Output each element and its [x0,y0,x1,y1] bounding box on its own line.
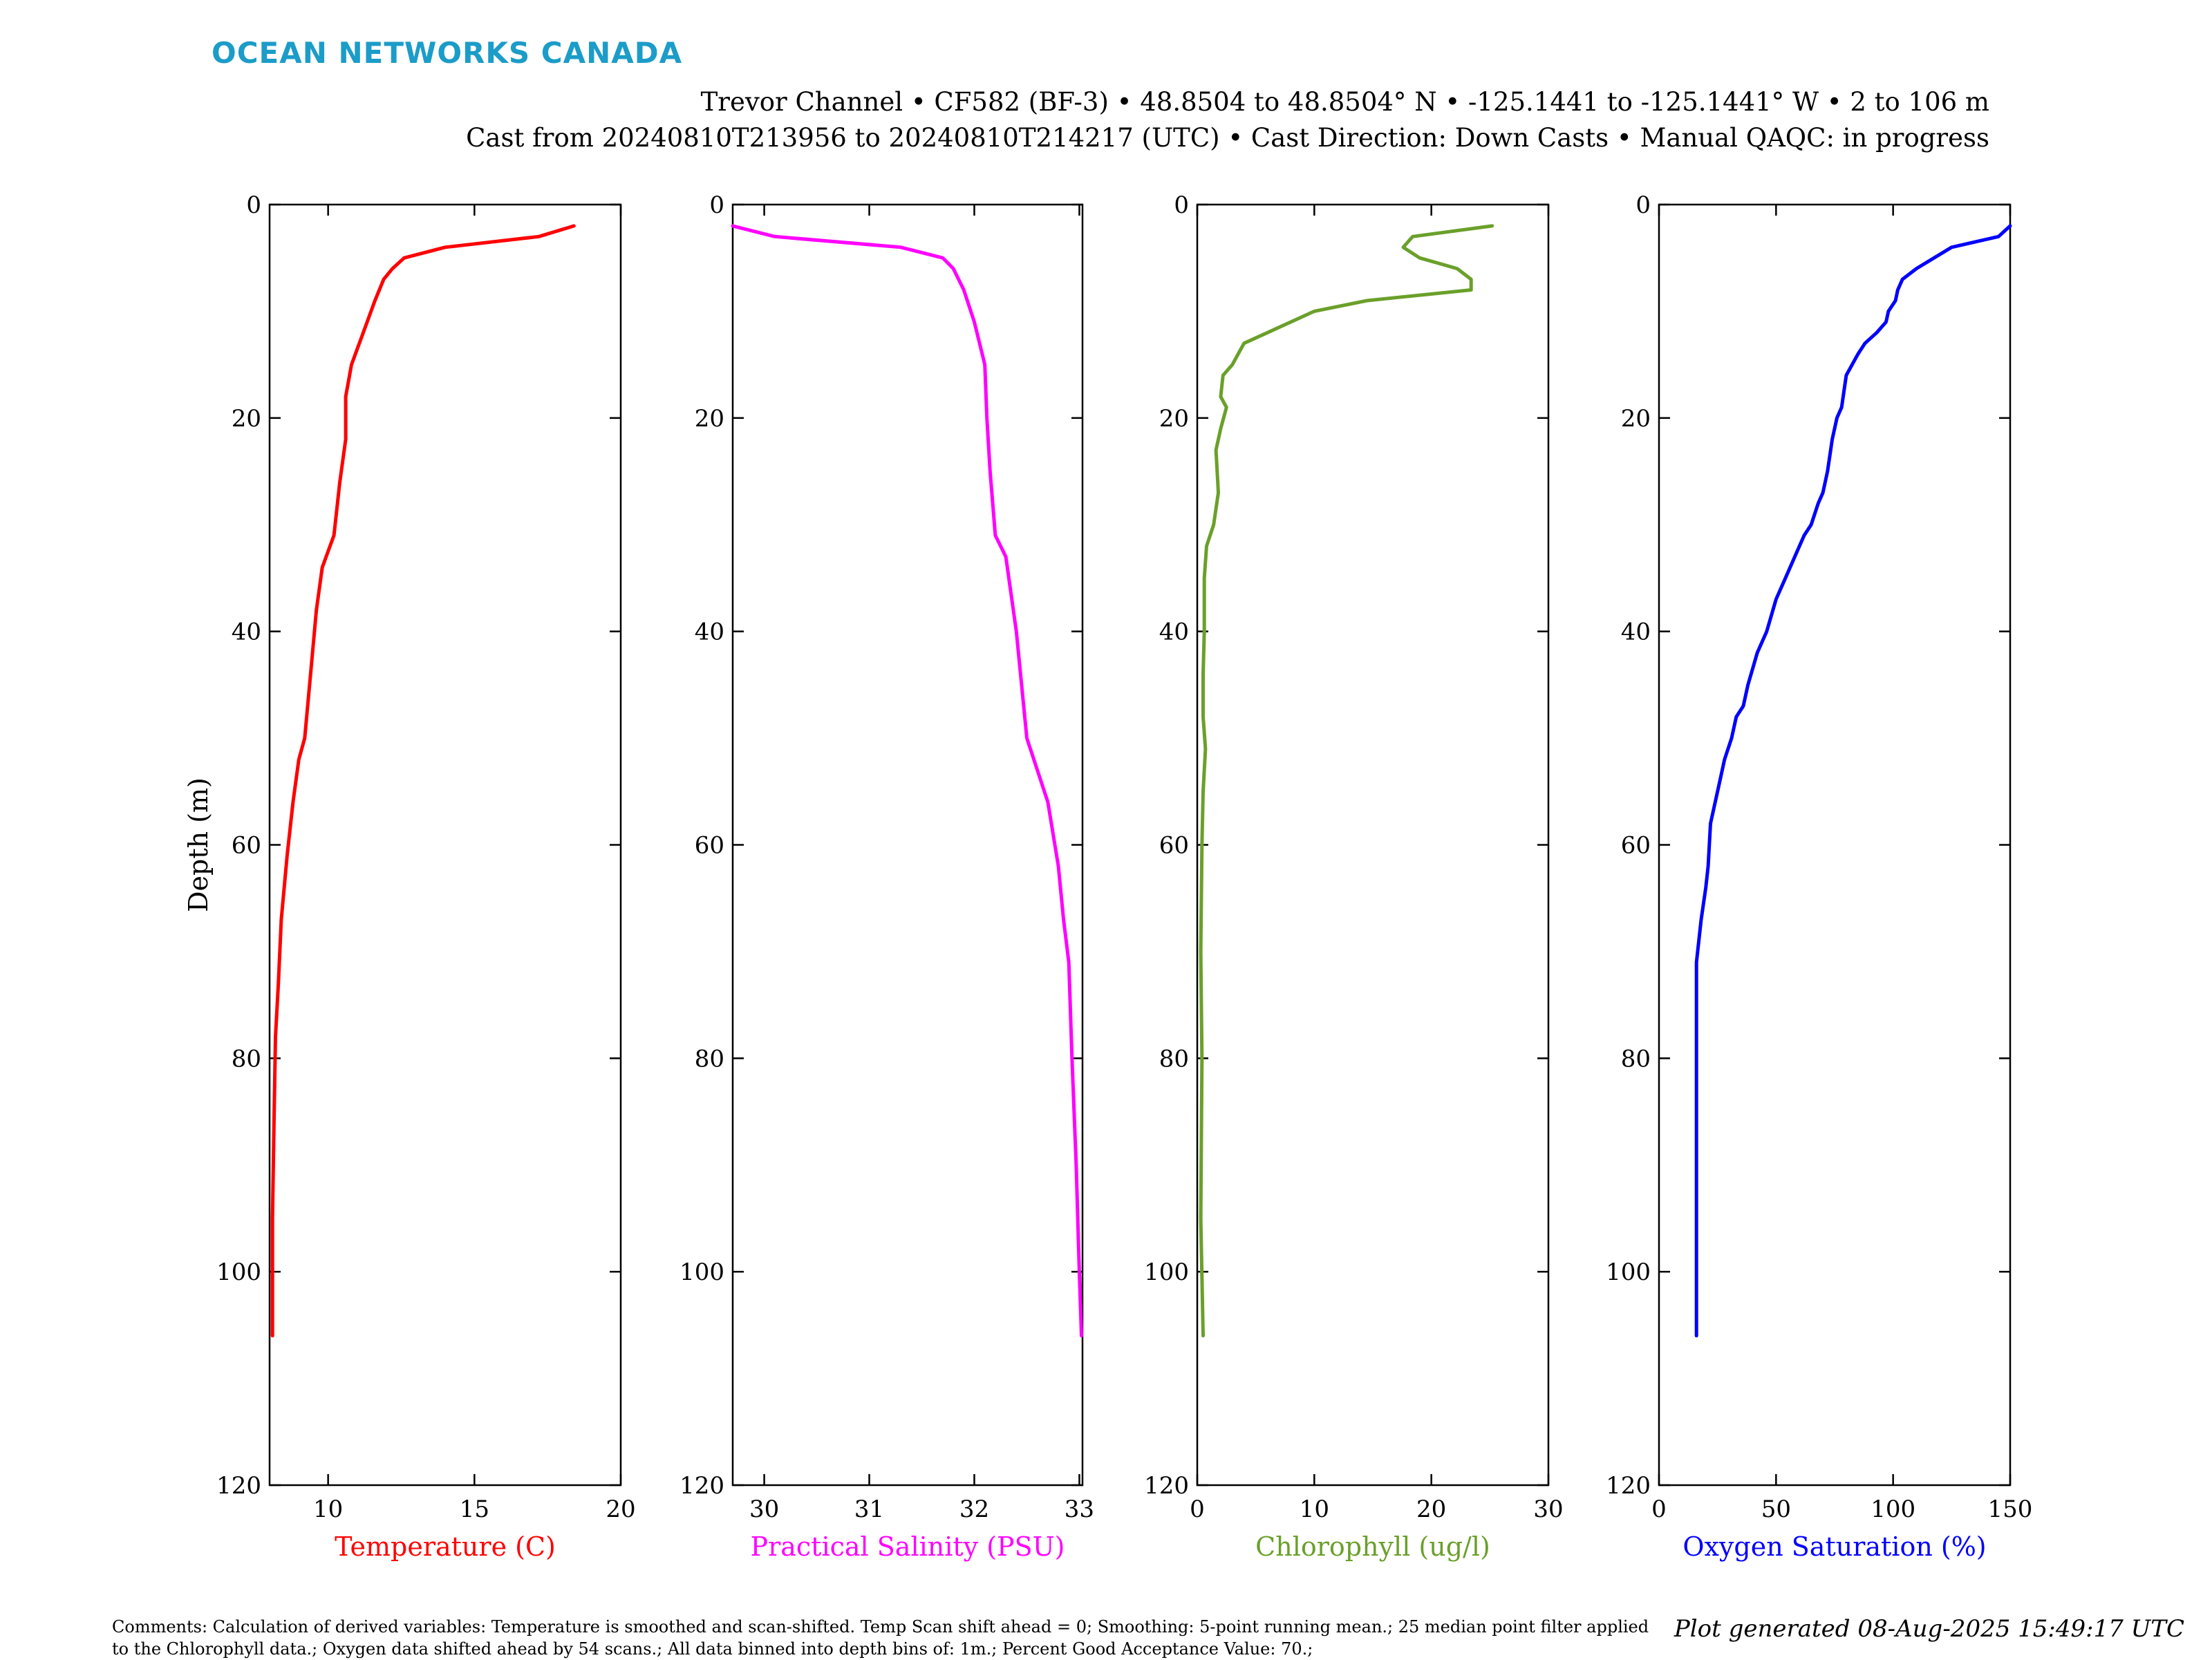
y-axis-label: Depth (m) [183,777,214,912]
series-line [1199,224,1494,1338]
x-tick-label: 20 [1416,1496,1446,1523]
y-tick-label: 40 [1621,619,1651,646]
x-axis-label: Temperature (C) [335,1531,556,1562]
x-tick-label: 30 [749,1496,779,1523]
y-tick-label: 40 [695,619,724,646]
x-tick-label: 0 [1190,1496,1205,1523]
x-tick-label: 150 [1988,1496,2033,1523]
series-line [1694,224,2012,1338]
chart-title-line1: Trevor Channel • CF582 (BF-3) • 48.8504 … [700,87,1989,117]
y-tick-label: 80 [1621,1045,1651,1073]
y-tick-label: 80 [1159,1045,1189,1073]
x-tick-label: 32 [959,1496,989,1523]
x-tick-label: 31 [854,1496,884,1523]
y-tick-label: 60 [695,832,724,860]
x-tick-label: 15 [460,1496,489,1523]
y-tick-label: 60 [232,832,261,860]
y-tick-label: 60 [1159,832,1189,860]
x-tick-label: 10 [313,1496,343,1523]
axes-frame [1658,203,2012,1487]
y-tick-label: 120 [216,1472,261,1500]
x-tick-label: 30 [1533,1496,1563,1523]
x-tick-label: 50 [1761,1496,1791,1523]
y-tick-label: 100 [1144,1258,1189,1286]
x-tick-label: 0 [1651,1496,1667,1523]
y-tick-label: 100 [679,1258,724,1286]
axes-frame [1196,203,1550,1487]
series-line [731,224,1083,1338]
x-axis-label: Oxygen Saturation (%) [1683,1531,1986,1562]
y-tick-label: 80 [232,1045,261,1073]
x-axis-label: Practical Salinity (PSU) [751,1531,1065,1562]
y-tick-label: 0 [1635,191,1651,219]
y-tick-label: 120 [679,1472,724,1500]
y-tick-label: 80 [695,1045,724,1073]
brand-logo: OCEAN NETWORKS CANADA [212,36,683,70]
y-tick-label: 100 [1606,1258,1651,1286]
y-tick-label: 20 [695,405,724,433]
y-tick-label: 60 [1621,832,1651,860]
x-tick-label: 33 [1065,1496,1094,1523]
y-tick-label: 120 [1144,1472,1189,1500]
y-tick-label: 20 [1159,405,1189,433]
y-tick-label: 20 [232,405,261,433]
y-tick-label: 0 [709,191,724,219]
generated-timestamp: Plot generated 08-Aug-2025 15:49:17 UTC [1674,1615,2184,1643]
y-tick-label: 0 [1174,191,1189,219]
axes-frame [268,203,622,1487]
x-axis-label: Chlorophyll (ug/l) [1255,1531,1490,1562]
x-tick-label: 10 [1300,1496,1329,1523]
comments-text: Comments: Calculation of derived variabl… [112,1617,1649,1659]
x-tick-label: 100 [1871,1496,1915,1523]
y-tick-label: 40 [232,619,261,646]
y-tick-label: 40 [1159,619,1189,646]
y-tick-label: 100 [216,1258,261,1286]
y-tick-label: 20 [1621,405,1651,433]
y-tick-label: 120 [1606,1472,1651,1500]
x-tick-label: 20 [606,1496,635,1523]
series-line [270,224,576,1338]
chart-title-line2: Cast from 20240810T213956 to 20240810T21… [466,123,1989,153]
axes-frame [731,203,1084,1487]
y-tick-label: 0 [246,191,261,219]
